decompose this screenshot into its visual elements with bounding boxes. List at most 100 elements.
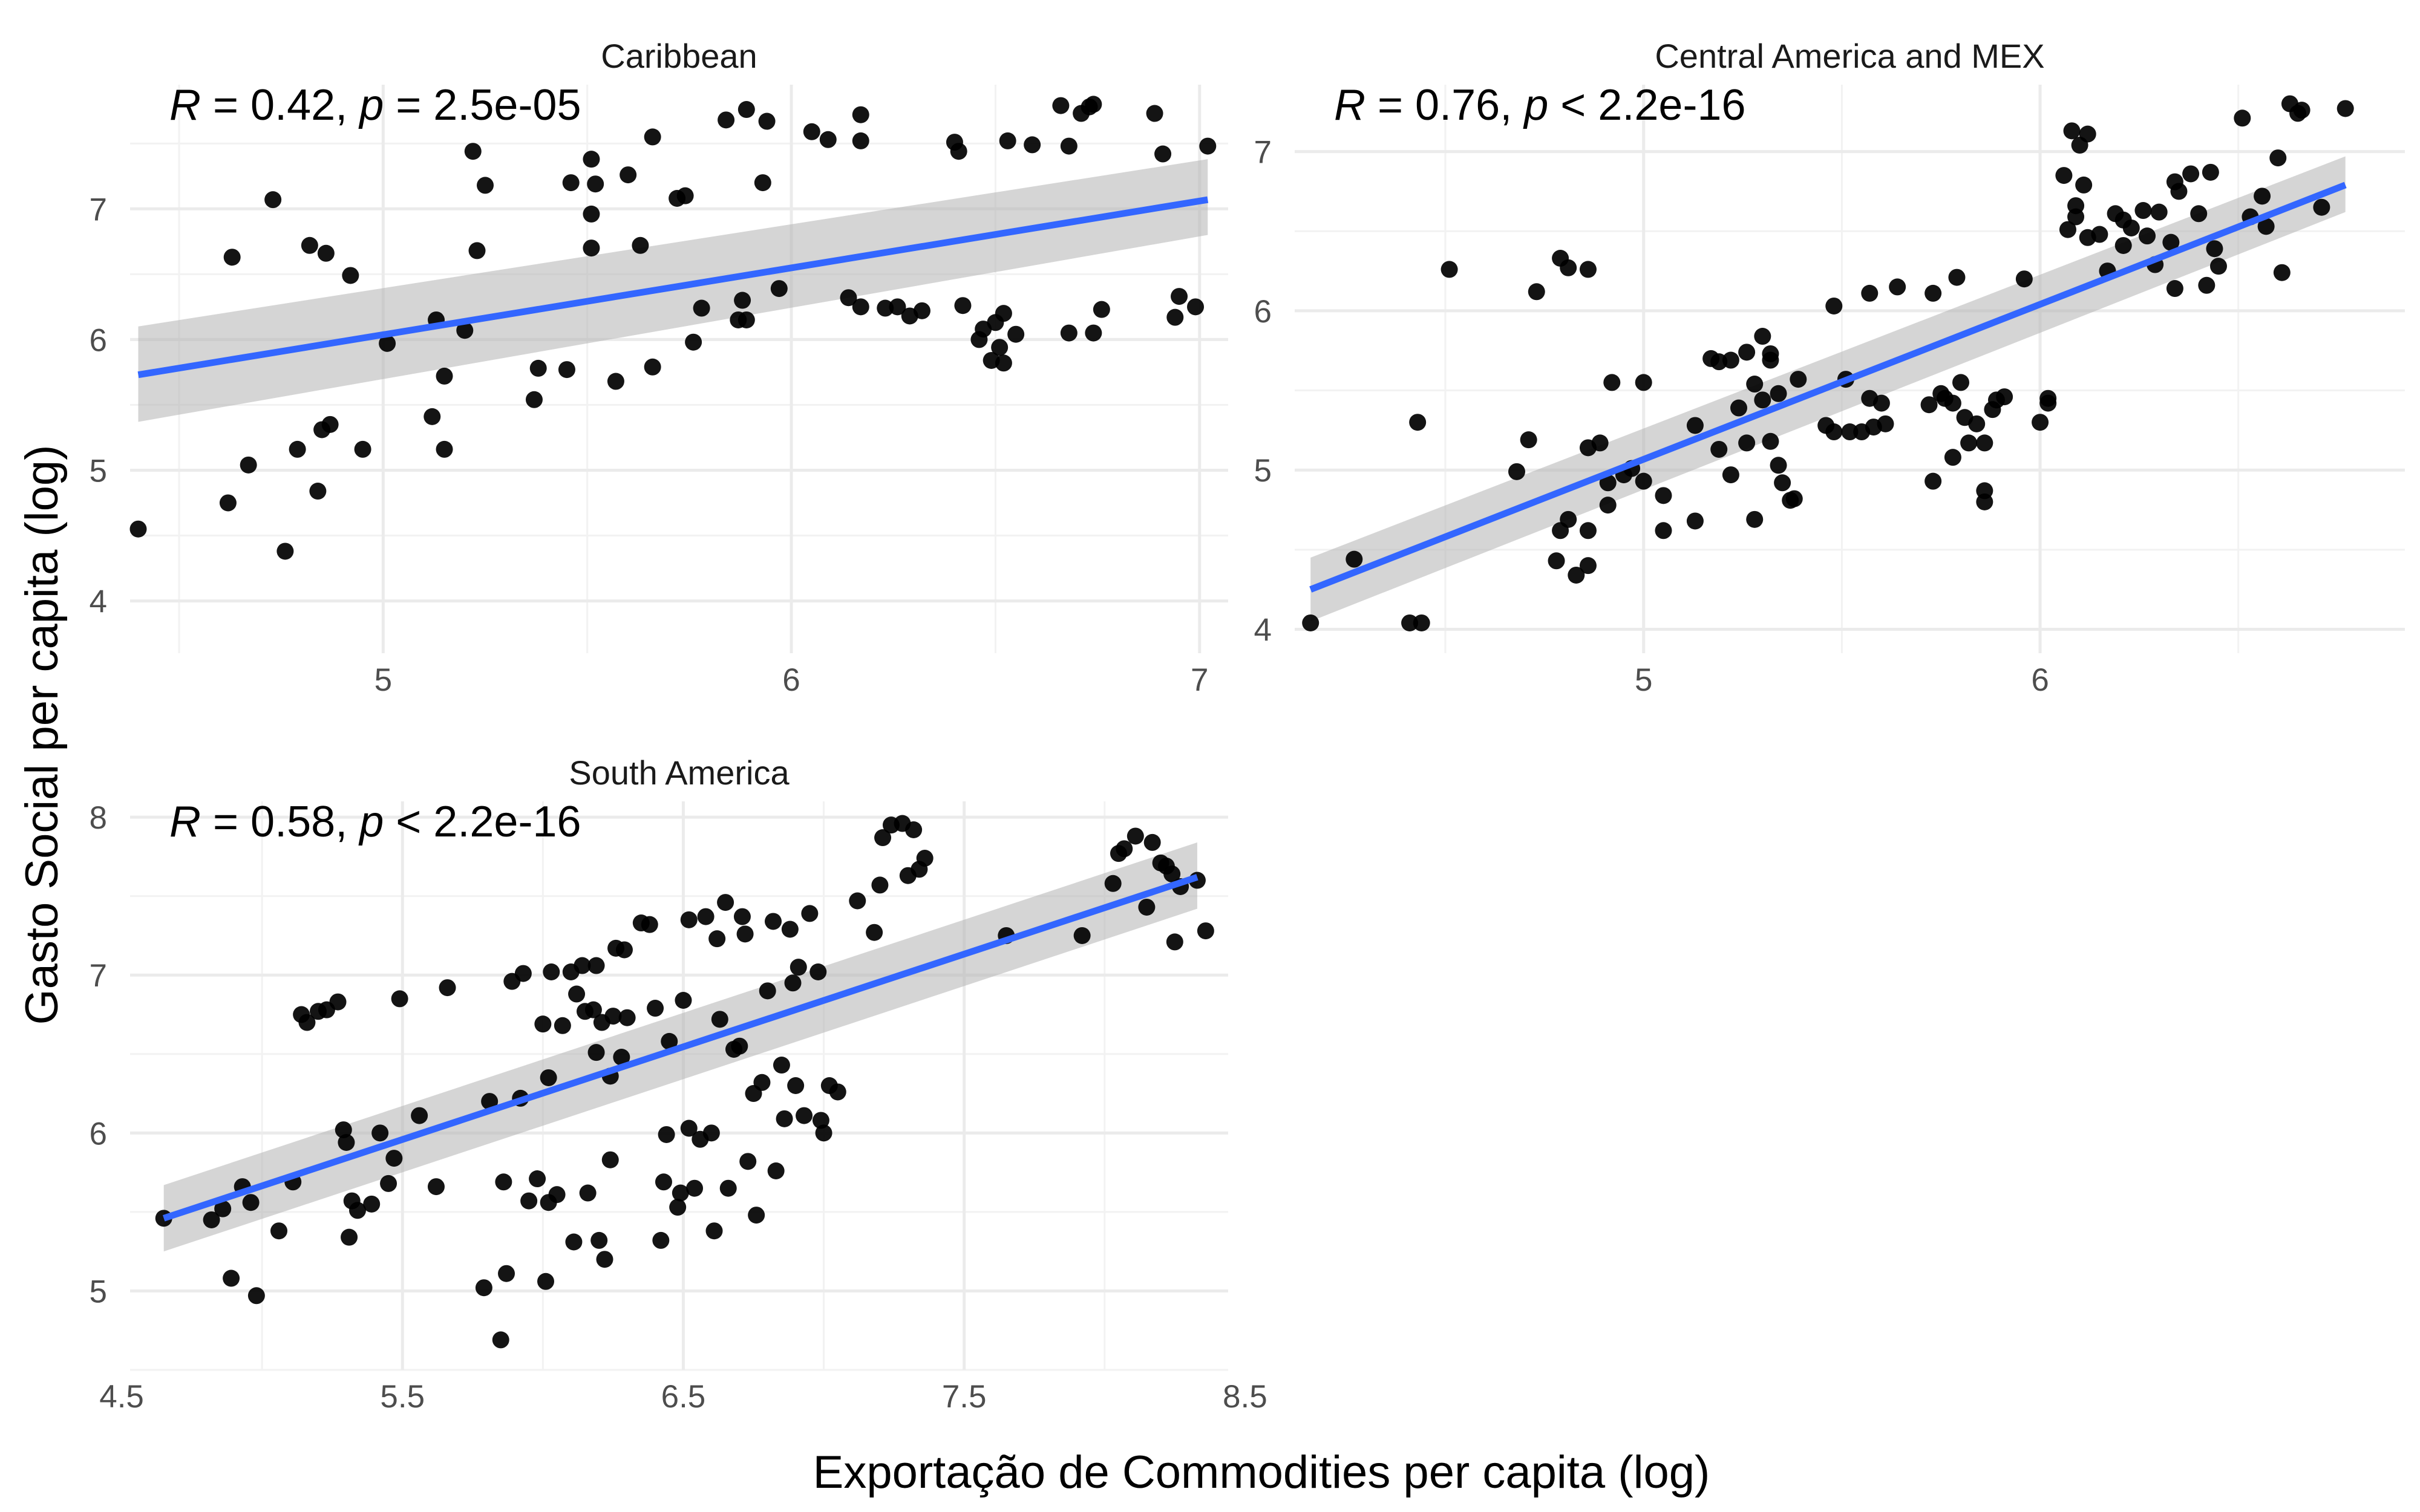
- data-point: [669, 1199, 687, 1216]
- data-point: [1579, 557, 1597, 575]
- data-point: [1346, 550, 1363, 568]
- data-point: [481, 1093, 499, 1110]
- stat-symbol: p: [358, 798, 384, 846]
- data-point: [2122, 219, 2140, 236]
- data-point: [1413, 614, 1430, 631]
- data-point: [1085, 324, 1102, 342]
- data-point: [2079, 125, 2096, 143]
- data-point: [2202, 163, 2219, 181]
- data-point: [2162, 233, 2180, 251]
- data-point: [1528, 283, 1545, 301]
- data-point: [1952, 374, 1969, 391]
- data-point: [2059, 221, 2076, 238]
- y-tick-label: 7: [1254, 135, 1272, 171]
- data-point: [579, 1184, 597, 1202]
- data-point: [1073, 927, 1091, 944]
- data-point: [1944, 449, 1961, 466]
- data-point: [2063, 122, 2081, 140]
- stat-symbol: p: [1523, 81, 1548, 129]
- data-point: [767, 1162, 785, 1179]
- data-point: [916, 850, 934, 867]
- data-point: [298, 1014, 316, 1031]
- data-point: [1635, 374, 1652, 391]
- y-tick-label: 5: [90, 453, 107, 489]
- data-point: [999, 132, 1016, 149]
- data-point: [1710, 440, 1728, 458]
- data-point: [2337, 100, 2354, 117]
- data-point: [615, 941, 633, 959]
- data-point: [2170, 183, 2188, 200]
- data-point: [1968, 415, 1986, 432]
- data-point: [214, 1200, 232, 1217]
- data-point: [477, 177, 494, 194]
- data-point: [852, 298, 869, 316]
- data-point: [736, 925, 754, 943]
- data-point: [1841, 423, 1859, 441]
- data-point: [1093, 301, 1110, 318]
- data-point: [129, 520, 147, 538]
- data-point: [1785, 490, 1803, 507]
- data-point: [641, 916, 658, 933]
- data-point: [705, 1222, 723, 1240]
- data-point: [2293, 102, 2310, 119]
- data-point: [2015, 270, 2033, 288]
- data-point: [655, 1173, 672, 1191]
- data-point: [849, 892, 866, 910]
- data-point: [1060, 324, 1078, 342]
- data-point: [498, 1265, 515, 1282]
- panel-caribbean: 5 6 7 4 5 6 7 Caribbean R = 0.42, p = 2.5e-05: [90, 37, 1228, 698]
- data-point: [492, 1331, 509, 1349]
- data-point: [1730, 399, 1747, 417]
- data-point: [2114, 236, 2132, 254]
- data-point: [1925, 284, 1942, 302]
- x-tick-label: 6: [782, 662, 800, 698]
- x-tick-label: 5: [374, 662, 392, 698]
- data-point: [464, 143, 482, 160]
- data-point: [686, 1179, 704, 1197]
- data-point: [889, 298, 906, 316]
- data-point: [618, 1009, 636, 1026]
- data-point: [995, 354, 1012, 372]
- data-point: [242, 1194, 260, 1211]
- data-point: [391, 990, 408, 1008]
- data-point: [439, 979, 456, 997]
- data-point: [770, 280, 788, 298]
- data-point: [1948, 269, 1966, 286]
- data-point: [950, 143, 967, 160]
- data-point: [874, 829, 892, 847]
- data-point: [765, 913, 782, 930]
- data-point: [711, 1011, 728, 1028]
- data-point: [829, 1083, 846, 1101]
- data-point: [529, 359, 547, 377]
- data-point: [661, 1032, 678, 1050]
- data-point: [1754, 328, 1771, 345]
- data-point: [620, 166, 637, 184]
- data-point: [596, 1251, 613, 1268]
- data-point: [733, 908, 751, 925]
- data-point: [1686, 512, 1704, 530]
- data-point: [1655, 522, 1672, 539]
- data-point: [1944, 394, 1961, 412]
- data-point: [1154, 145, 1172, 163]
- y-tick-label: 6: [90, 322, 107, 358]
- data-point: [693, 299, 710, 317]
- data-point: [601, 1151, 619, 1168]
- data-point: [329, 993, 347, 1011]
- data-point: [905, 821, 923, 838]
- data-point: [568, 985, 586, 1003]
- data-point: [2234, 109, 2251, 127]
- data-point: [363, 1195, 381, 1213]
- data-point: [456, 322, 474, 339]
- data-point: [781, 921, 799, 938]
- data-point: [587, 957, 605, 974]
- data-point: [2039, 394, 2057, 412]
- data-point: [1762, 432, 1779, 450]
- data-point: [995, 305, 1012, 322]
- y-tick-label: 7: [90, 192, 107, 227]
- data-point: [1579, 261, 1597, 278]
- data-point: [424, 408, 441, 425]
- data-point: [2257, 218, 2275, 235]
- data-point: [348, 1202, 366, 1219]
- data-point: [1166, 933, 1183, 951]
- data-point: [672, 1184, 689, 1202]
